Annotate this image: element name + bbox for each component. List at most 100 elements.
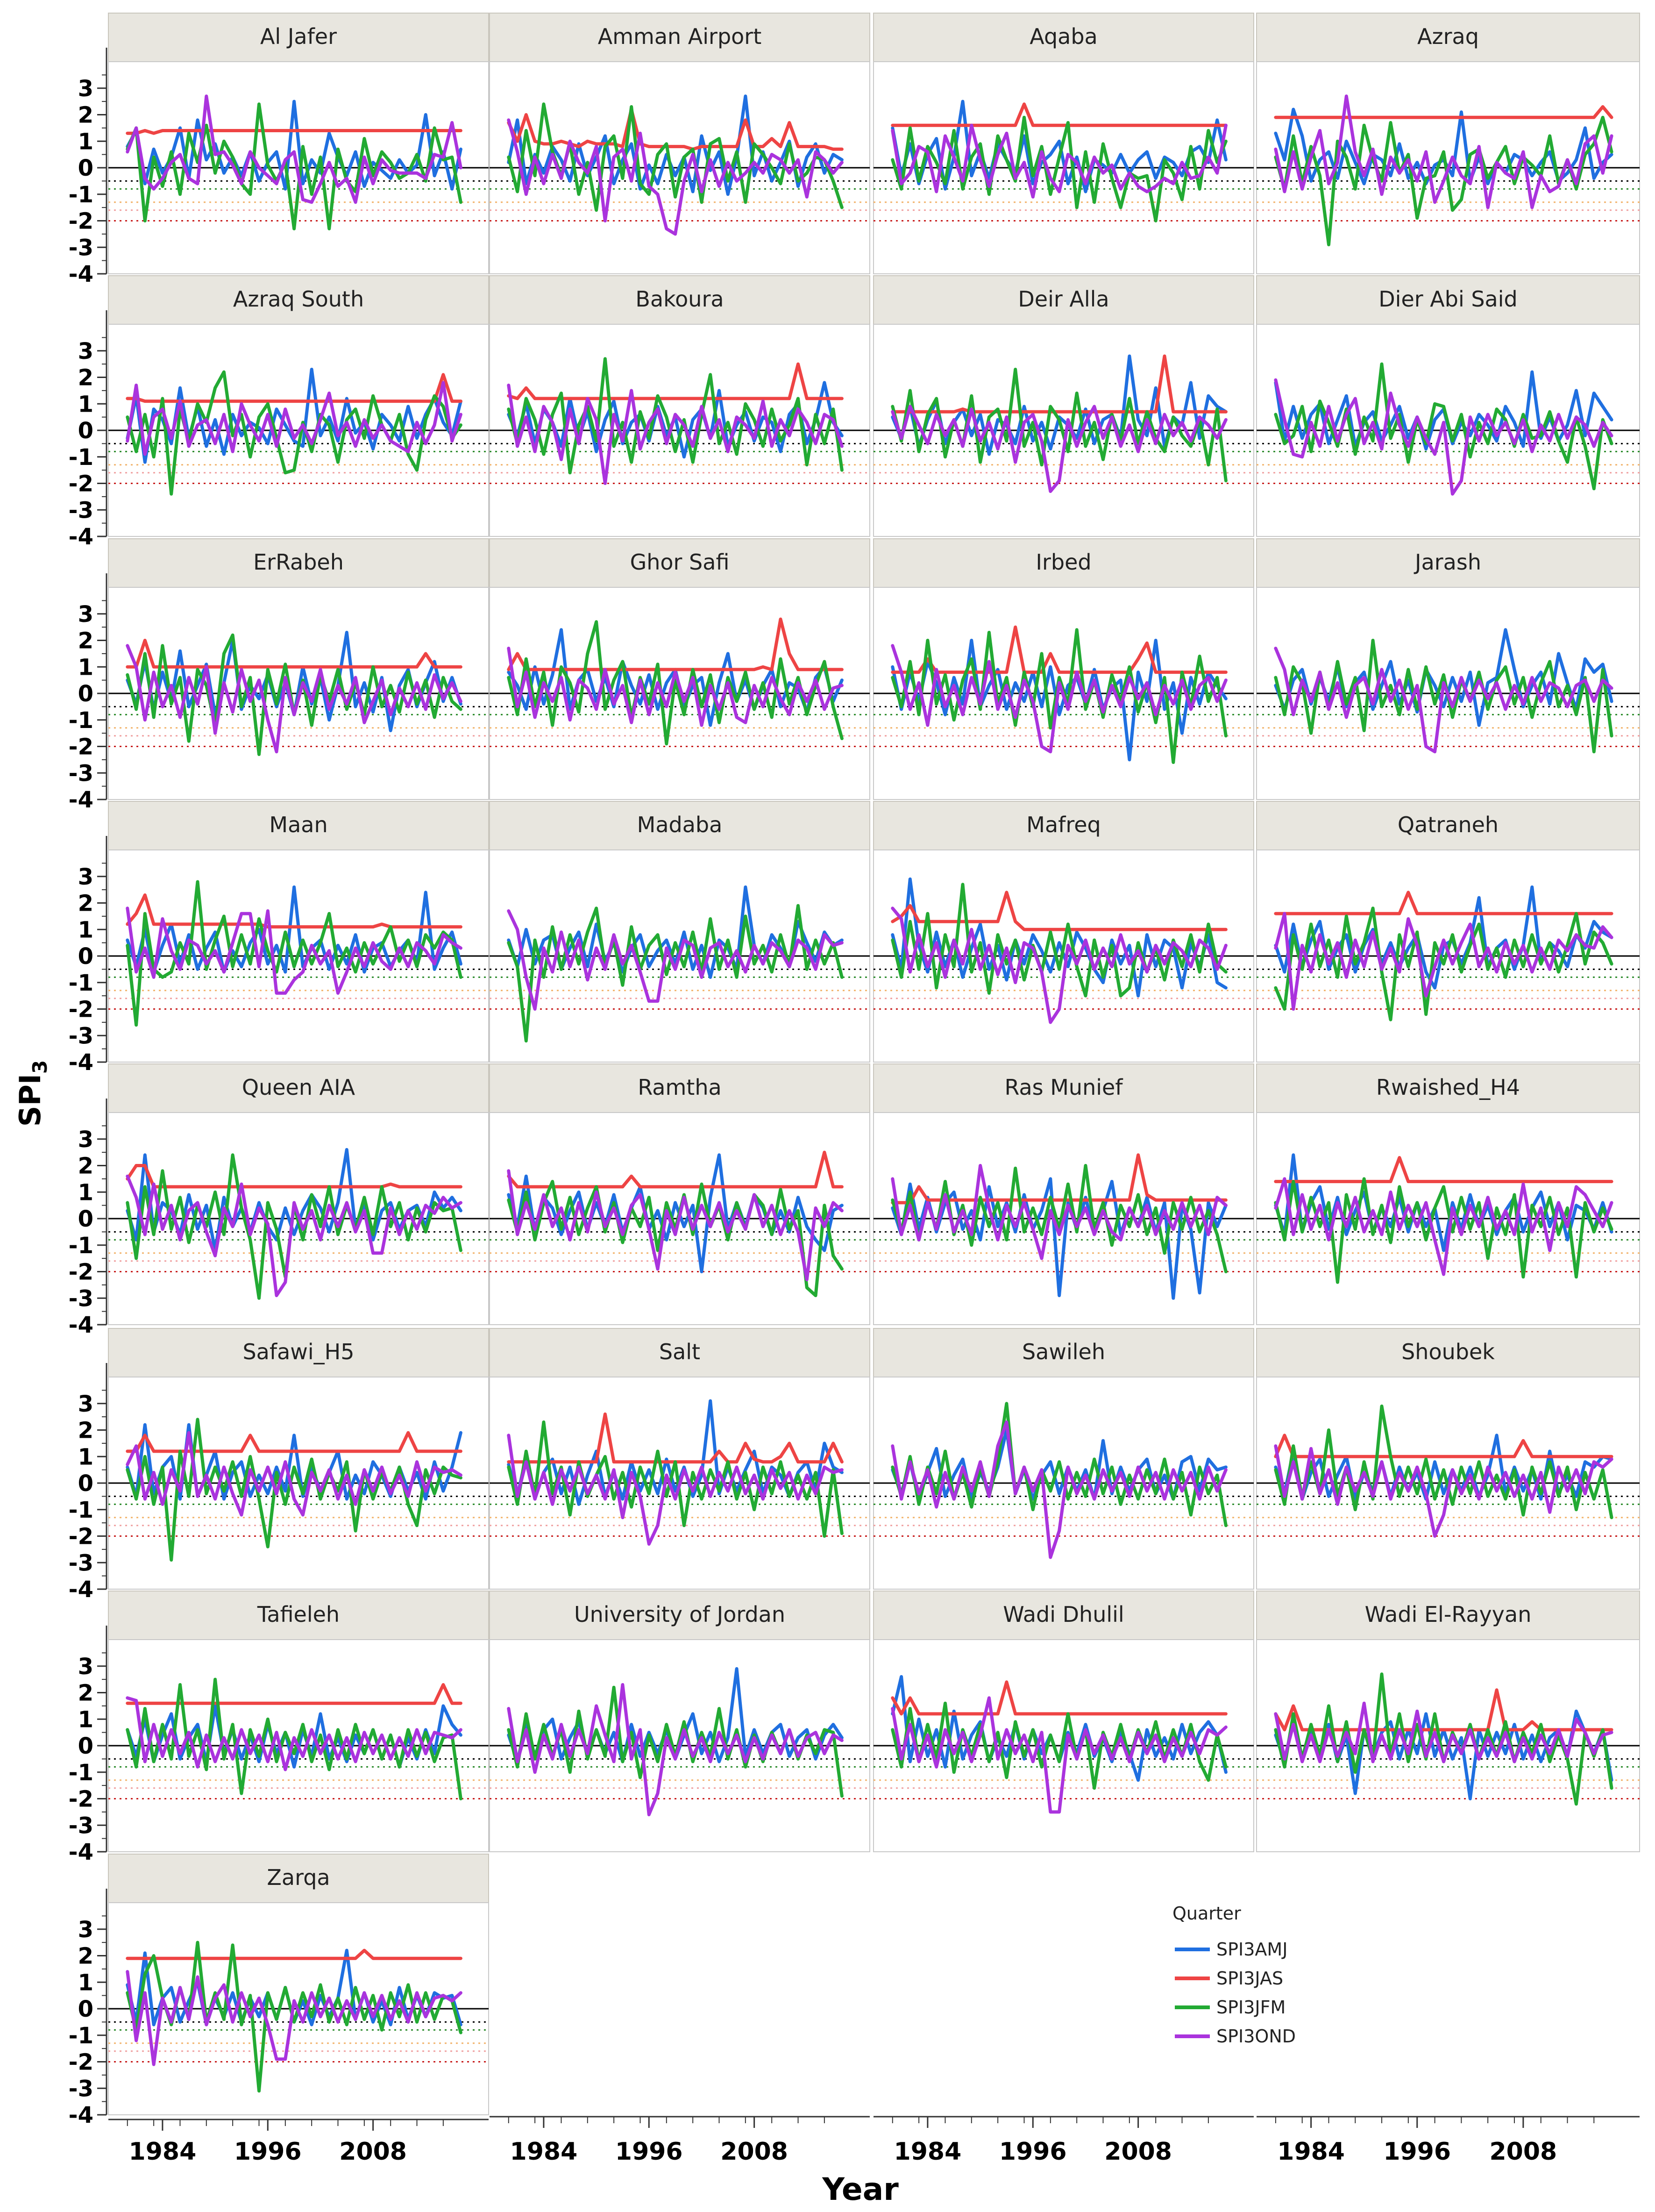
panel-salt: Salt bbox=[489, 1328, 870, 1590]
y-tick-label: 3 bbox=[78, 864, 93, 890]
y-axis-title: SPI3 bbox=[13, 1060, 51, 1127]
y-tick-label: 2 bbox=[78, 1943, 93, 1969]
panel-title: Azraq bbox=[1417, 24, 1479, 49]
panel-header bbox=[108, 538, 489, 588]
panel-title: Tafieleh bbox=[257, 1602, 340, 1627]
panel-title: Salt bbox=[659, 1339, 700, 1364]
panel-title: Amman Airport bbox=[598, 24, 762, 49]
y-tick-label: 3 bbox=[78, 601, 93, 628]
y-tick-label: -3 bbox=[69, 235, 93, 261]
legend-item-spi3jfm: SPI3JFM bbox=[1175, 1997, 1286, 2018]
series-line-spi3ond bbox=[507, 1683, 844, 1817]
panel-dier-abi-said: Dier Abi Said bbox=[1256, 275, 1640, 537]
panel-title: Maan bbox=[269, 812, 327, 837]
series-line-spi3jas bbox=[891, 891, 1228, 931]
panel-mafreq: Mafreq bbox=[873, 801, 1254, 1063]
y-tick-label: 3 bbox=[78, 1917, 93, 1943]
y-tick-label: -2 bbox=[69, 2049, 93, 2076]
series-line-spi3ond bbox=[1274, 912, 1613, 1011]
y-tick-label: -1 bbox=[69, 970, 93, 996]
panel-title: Zarqa bbox=[267, 1865, 330, 1890]
y-tick-label: -2 bbox=[69, 471, 93, 497]
legend-items: SPI3AMJ SPI3JAS SPI3JFM SPI3OND bbox=[1175, 1939, 1296, 2047]
y-axis-label: SPI3 bbox=[13, 1060, 51, 1127]
y-tick-label: -3 bbox=[69, 1550, 93, 1576]
panel-header bbox=[489, 801, 870, 850]
panel-sawileh: Sawileh bbox=[873, 1328, 1254, 1590]
legend: Quarter SPI3AMJ SPI3JAS SPI3JFM SPI3OND bbox=[1172, 1903, 1296, 2047]
series-line-spi3ond bbox=[126, 381, 462, 456]
y-tick-label: -4 bbox=[69, 1049, 93, 1076]
panel-header bbox=[108, 801, 489, 850]
y-tick-label: -4 bbox=[69, 1577, 93, 1603]
panel-title: Bakoura bbox=[635, 286, 724, 312]
panel-title: Shoubek bbox=[1401, 1339, 1495, 1364]
y-tick-label: 2 bbox=[78, 1680, 93, 1706]
y-tick-label: 2 bbox=[78, 102, 93, 128]
series-line-spi3jas bbox=[126, 1431, 462, 1453]
panel-header bbox=[1256, 1328, 1640, 1377]
panel-header bbox=[1256, 1591, 1640, 1640]
y-tick-label: -1 bbox=[69, 1497, 93, 1523]
legend-title: Quarter bbox=[1172, 1903, 1241, 1924]
panel-header bbox=[873, 13, 1254, 62]
series-line-spi3jas bbox=[126, 129, 462, 135]
series-line-spi3ond bbox=[126, 1174, 462, 1298]
y-tick-label: -4 bbox=[69, 524, 93, 550]
x-tick-label: 1996 bbox=[615, 2138, 683, 2166]
panel-header bbox=[489, 538, 870, 588]
y-tick-label: -4 bbox=[69, 2102, 93, 2128]
panel-header bbox=[489, 275, 870, 325]
y-tick-label: -3 bbox=[69, 2076, 93, 2102]
panel-title: Qatraneh bbox=[1398, 812, 1499, 837]
x-axis-col-4: 1984 1996 2008 bbox=[1257, 2116, 1640, 2166]
y-tick-label: 0 bbox=[78, 681, 93, 707]
y-tick-label: 0 bbox=[78, 1996, 93, 2022]
y-tick-label: 0 bbox=[78, 943, 93, 970]
series-line-spi3jas bbox=[1274, 891, 1613, 915]
panel-header bbox=[873, 801, 1254, 850]
y-tick-label: 2 bbox=[78, 628, 93, 654]
panel-header bbox=[108, 1854, 489, 1903]
series-line-spi3ond bbox=[126, 94, 462, 204]
series-line-spi3jas bbox=[891, 102, 1228, 127]
y-tick-label: -2 bbox=[69, 1786, 93, 1812]
series-line-spi3jas bbox=[507, 1150, 844, 1189]
panel-title: Aqaba bbox=[1030, 24, 1097, 49]
series-line-spi3ond bbox=[507, 647, 844, 727]
series-line-spi3ond bbox=[126, 1696, 462, 1771]
y-tick-label: 1 bbox=[78, 391, 93, 417]
y-axis-label-subscript: 3 bbox=[28, 1060, 51, 1074]
panel-title: Wadi El-Rayyan bbox=[1365, 1602, 1532, 1627]
series-line-spi3ond bbox=[126, 1970, 462, 2066]
series-line-spi3ond bbox=[126, 1431, 462, 1517]
series-line-spi3ond bbox=[891, 644, 1228, 754]
y-tick-label: -1 bbox=[69, 182, 93, 208]
series-line-spi3ond bbox=[1274, 1701, 1613, 1763]
series-line-spi3ond bbox=[1274, 1444, 1613, 1538]
series-line-spi3ond bbox=[891, 906, 1228, 1024]
legend-label: SPI3JFM bbox=[1216, 1997, 1286, 2018]
panel-deir-alla: Deir Alla bbox=[873, 275, 1254, 537]
y-tick-label: 2 bbox=[78, 1153, 93, 1179]
y-tick-label: 0 bbox=[78, 155, 93, 181]
series-line-spi3jfm bbox=[1274, 639, 1613, 754]
panel-title: Deir Alla bbox=[1018, 286, 1109, 312]
panel-rwaished-h4: Rwaished_H4 bbox=[1256, 1063, 1640, 1325]
y-tick-label: 1 bbox=[78, 128, 93, 155]
y-tick-label: 3 bbox=[78, 338, 93, 364]
series-line-spi3jas bbox=[126, 373, 462, 403]
x-tick-label: 1996 bbox=[234, 2138, 302, 2166]
series-line-spi3ond bbox=[507, 1169, 844, 1281]
y-tick-label: 1 bbox=[78, 1706, 93, 1733]
